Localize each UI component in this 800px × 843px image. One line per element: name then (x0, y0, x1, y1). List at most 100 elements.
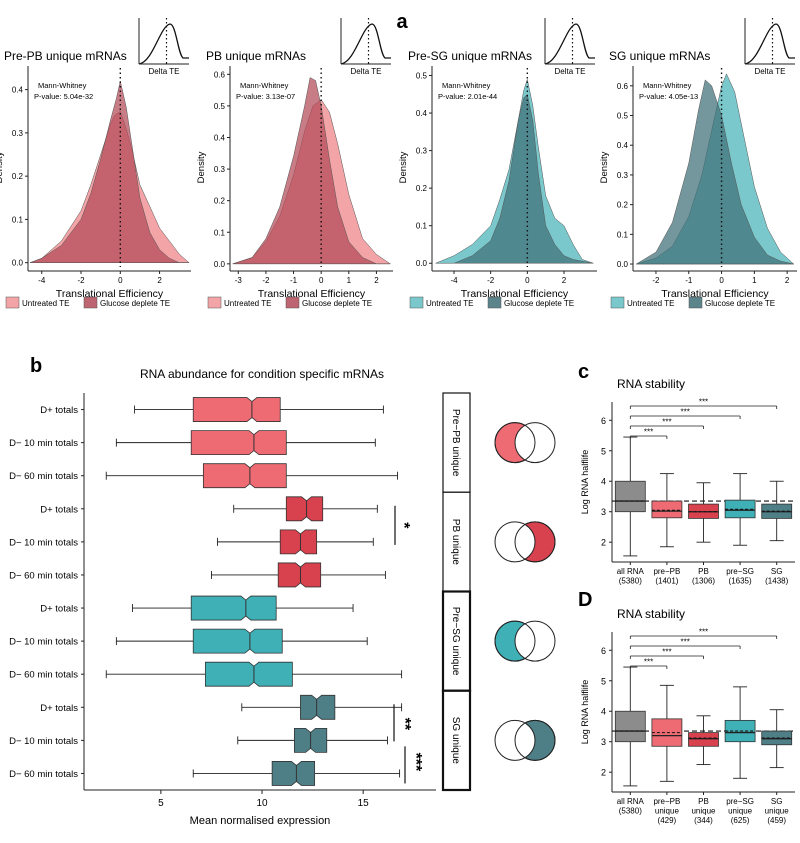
y-tick-label: 0.1 (416, 222, 428, 231)
category-label: D+ totals (40, 604, 78, 615)
y-tick-label: 0.1 (214, 228, 226, 237)
category-label: D+ totals (40, 703, 78, 714)
y-tick-label: 0.6 (617, 82, 629, 91)
venn-diagram (494, 521, 556, 563)
box-column: pre−SG(1635) (724, 473, 756, 586)
x-tick-label: 10 (256, 798, 268, 809)
panel-a: Pre-PB unique mRNAs 0.0 0.1 0.2 0.3 0.4 -4 -2 0 2… (0, 18, 797, 309)
y-axis-label: Log RNA halflife (580, 450, 590, 515)
inset-bg (341, 18, 391, 64)
legend-swatch-untreated (610, 296, 625, 309)
venn-diagram (494, 422, 556, 464)
x-tick-label: 15 (358, 798, 370, 809)
box-row: D− 60 min totals (9, 661, 403, 687)
y-tick-label: 3 (601, 737, 606, 747)
y-tick-label: 6 (601, 416, 606, 426)
y-tick-label: 2 (601, 768, 606, 778)
panel-label-b: b (30, 355, 42, 377)
annotation-pvalue: P-value: 2.01e-44 (438, 92, 497, 101)
inset-bg (139, 18, 189, 64)
legend-swatch-glucose-deplete (285, 296, 300, 309)
box-row: D+ totals (40, 397, 384, 422)
legend-swatch-glucose-deplete (688, 296, 703, 309)
y-tick-label: 5 (601, 676, 606, 686)
y-tick-label: 5 (601, 446, 606, 456)
y-axis-label: Density (196, 151, 207, 183)
x-tick-label: 2 (562, 276, 567, 285)
venn-left-outline (494, 422, 536, 464)
inset-label: Delta TE (755, 67, 786, 76)
x-tick-label: 0 (319, 276, 324, 285)
sig-label: *** (644, 428, 653, 437)
legend-label-glucose-deplete: Glucose deplete TE (705, 299, 775, 308)
panel-label-d: D (578, 589, 592, 611)
x-tick-label: 1 (347, 276, 352, 285)
box (614, 480, 646, 513)
inset-label: Delta TE (351, 67, 382, 76)
y-axis-label: Log RNA halflife (580, 680, 590, 745)
x-tick-label: -2 (652, 276, 660, 285)
legend-label-untreated: Untreated TE (627, 299, 674, 308)
y-tick-label: 0.0 (617, 260, 629, 269)
legend-swatch-glucose-deplete (487, 296, 502, 309)
y-tick-label: 0.0 (12, 259, 24, 268)
venn-diagram (494, 719, 556, 761)
category-label: pre−PB (653, 797, 680, 806)
legend-label-glucose-deplete: Glucose deplete TE (100, 299, 170, 308)
category-label: D+ totals (40, 405, 78, 416)
inset-bg (545, 18, 595, 64)
x-tick-label: 0 (719, 276, 724, 285)
box (271, 761, 316, 786)
x-tick-label: 2 (785, 276, 790, 285)
sig-label: *** (644, 658, 653, 667)
y-tick-label: 0.5 (214, 102, 226, 111)
category-label: D+ totals (40, 504, 78, 515)
category-label: (1401) (655, 577, 678, 586)
legend-label-untreated: Untreated TE (426, 299, 473, 308)
y-tick-label: 0.4 (214, 133, 226, 142)
y-tick-label: 0.3 (214, 165, 226, 174)
density-area-glucose-deplete (635, 79, 795, 265)
sig-label: *** (662, 648, 671, 657)
x-axis-label: Translational Efficiency (661, 288, 769, 300)
y-tick-label: 0.2 (416, 184, 428, 193)
category-label: SG (771, 797, 783, 806)
density-plot-pre-sg: Pre-SG unique mRNAs 0.0 0.1 0.2 0.3 0.4 0.5 -4 -… (398, 18, 597, 309)
x-tick-label: 0 (118, 276, 123, 285)
annotation-test: Mann-Whitney (240, 81, 289, 90)
sig-label: *** (699, 398, 708, 407)
box-column: PB(1306) (688, 482, 719, 586)
y-tick-label: 4 (601, 477, 606, 487)
box-row: D− 10 min totals (9, 430, 376, 456)
venn-diagram (494, 620, 556, 662)
category-label: D− 10 min totals (9, 537, 78, 548)
y-tick-label: 3 (601, 507, 606, 517)
category-label: unique (728, 807, 753, 816)
density-plot-pb: PB unique mRNAs 0.0 0.1 0.2 0.3 0.4 0.5 0.6 -3 -2… (196, 18, 393, 309)
x-tick-label: 2 (374, 276, 379, 285)
category-label: (625) (731, 816, 750, 825)
panel-label-c: c (578, 361, 589, 383)
annotation-pvalue: P-value: 4.05e-13 (639, 92, 698, 101)
box-row: D− 60 min totals (9, 761, 401, 786)
y-tick-label: 0.1 (12, 215, 24, 224)
y-tick-label: 0.3 (416, 147, 428, 156)
plot-title: PB unique mRNAs (206, 49, 306, 63)
category-label: pre−SG (726, 797, 754, 806)
x-tick-label: -2 (262, 276, 270, 285)
y-axis-label: Density (599, 151, 610, 183)
box-row: D+ totals (40, 595, 354, 621)
x-tick-label: -1 (290, 276, 298, 285)
inset-curve (340, 23, 391, 65)
sig-label: *** (699, 628, 708, 637)
group-strip-label: Pre−SG unique (450, 607, 461, 676)
category-label: (1306) (692, 577, 715, 586)
group-strip-box (442, 491, 471, 593)
sig-label: ** (396, 718, 413, 731)
category-label: all RNA (617, 797, 645, 806)
box-column: SG(1438) (761, 480, 793, 586)
category-label: pre−SG (726, 567, 754, 576)
